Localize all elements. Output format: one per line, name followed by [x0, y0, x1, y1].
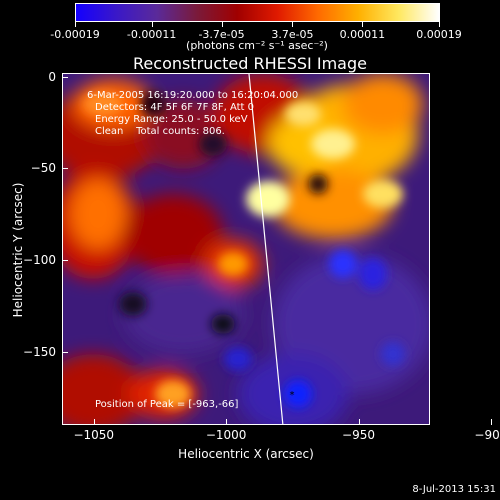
y-tick-mark [62, 260, 68, 261]
heatmap-image: * [63, 74, 429, 424]
colorbar [75, 3, 440, 22]
colorbar-tick-label: -3.7e-05 [198, 28, 245, 41]
y-tick-label: −150 [23, 344, 56, 359]
x-tick-label: −1000 [205, 428, 247, 442]
annotation-time-range: 6-Mar-2005 16:19:20.000 to 16:20:04.000 [87, 90, 299, 101]
colorbar-tick [362, 22, 364, 27]
colorbar-tick [439, 22, 440, 27]
y-tick-label: 0 [48, 69, 56, 84]
colorbar-tick [221, 22, 223, 27]
x-axis-label: Heliocentric X (arcsec) [178, 447, 314, 461]
x-tick-label: −900 [474, 428, 500, 442]
x-tick-mark [490, 419, 492, 425]
colorbar-tick-label: 0.00011 [339, 28, 386, 41]
annotation-method: Clean Total counts: 806. [95, 126, 225, 137]
x-tick-mark [226, 419, 228, 425]
colorbar-tick [292, 22, 294, 27]
image-plot-area[interactable]: * 6-Mar-2005 16:19:20.000 to 16:20:04.00… [62, 73, 430, 425]
annotation-peak-position: Position of Peak = [-963,-66] [95, 399, 239, 410]
y-tick-label: −50 [30, 161, 56, 176]
colorbar-tick-label: 0.00019 [416, 28, 462, 41]
annotation-energy-range: Energy Range: 25.0 - 50.0 keV [95, 114, 248, 125]
colorbar-tick-label: -0.00011 [126, 28, 177, 41]
datestamp: 8-Jul-2013 15:31 [412, 484, 496, 495]
colorbar-tick [151, 22, 153, 27]
colorbar-tick-label: 3.7e-05 [271, 28, 314, 41]
plot-title: Reconstructed RHESSI Image [133, 54, 367, 73]
y-tick-mark [62, 76, 68, 78]
colorbar-tick [75, 22, 76, 27]
x-tick-mark [358, 419, 360, 425]
colorbar-tick-label: -0.00019 [50, 28, 100, 41]
y-tick-mark [62, 351, 68, 353]
y-tick-mark [62, 168, 68, 170]
x-tick-label: −950 [342, 428, 375, 442]
y-tick-label: −100 [23, 253, 56, 267]
colorbar-unit-label: (photons cm⁻² s⁻¹ asec⁻²) [186, 39, 328, 52]
peak-marker: * [290, 390, 295, 401]
x-tick-label: −1050 [73, 428, 115, 442]
solar-limb-line [248, 74, 284, 424]
annotation-detectors: Detectors: 4F 5F 6F 7F 8F, Att 0 [95, 102, 255, 113]
y-axis-label: Heliocentric Y (arcsec) [11, 182, 25, 318]
x-tick-mark [93, 419, 95, 425]
